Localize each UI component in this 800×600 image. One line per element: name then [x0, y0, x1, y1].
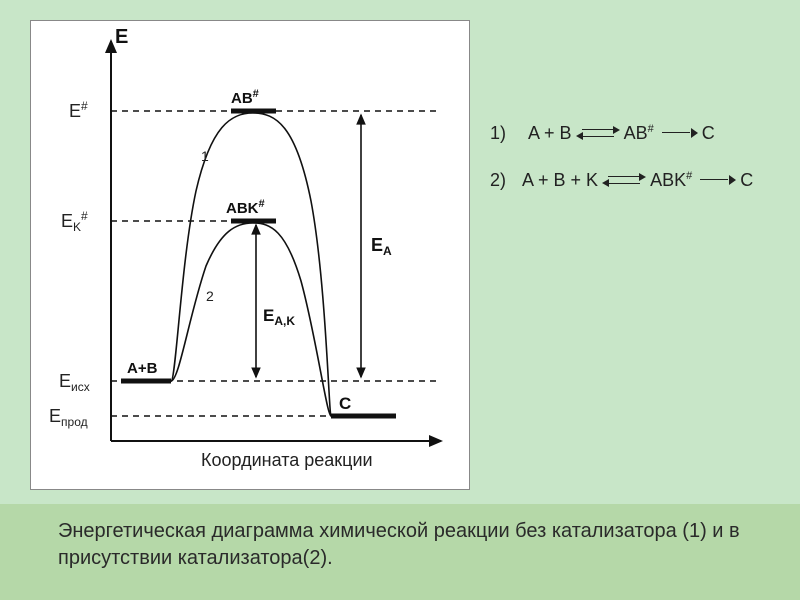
- label-products: C: [339, 394, 351, 413]
- label-ea: EA: [371, 235, 392, 258]
- caption-bar: Энергетическая диаграмма химической реак…: [0, 504, 800, 600]
- eq2-mid: ABK#: [650, 157, 692, 204]
- caption-text: Энергетическая диаграмма химической реак…: [58, 520, 740, 569]
- eq1-lhs: A + B: [528, 110, 572, 157]
- x-axis-label: Координата реакции: [201, 450, 373, 470]
- curve-2-label: 2: [206, 288, 214, 304]
- arrow-right-icon: [660, 129, 696, 137]
- label-eak: EA,K: [263, 306, 295, 328]
- energy-diagram: E Координата реакции E# EK# Eисх Eпрод 1…: [30, 20, 470, 490]
- diagram-svg: E Координата реакции E# EK# Eисх Eпрод 1…: [31, 21, 471, 491]
- label-ts2: ABK#: [226, 198, 265, 217]
- curve-2: [171, 223, 331, 416]
- curve-1-label: 1: [201, 148, 209, 164]
- eq1-num: 1): [490, 110, 506, 157]
- eq1-rhs: C: [702, 110, 715, 157]
- tick-ek-hash: EK#: [61, 209, 88, 234]
- tick-e-prod: Eпрод: [49, 406, 88, 429]
- curve-1: [171, 113, 331, 416]
- arrow-right-icon: [698, 176, 734, 184]
- eq2-lhs: A + B + K: [522, 157, 598, 204]
- tick-e-isx: Eисх: [59, 371, 90, 394]
- eq2-num: 2): [490, 157, 506, 204]
- tick-e-hash: E#: [69, 99, 88, 121]
- equation-2: 2) A + B + K ABK# C: [490, 157, 753, 204]
- double-arrow-icon: [604, 173, 644, 187]
- eq2-rhs: C: [740, 157, 753, 204]
- label-reactants: A+B: [127, 360, 158, 377]
- double-arrow-icon: [578, 126, 618, 140]
- eq1-mid: AB#: [624, 110, 654, 157]
- y-axis-label: E: [115, 26, 128, 48]
- equation-1: 1) A + B AB# C: [490, 110, 753, 157]
- label-ts1: AB#: [231, 88, 259, 107]
- equations: 1) A + B AB# C 2) A + B + K ABK# C: [490, 110, 753, 204]
